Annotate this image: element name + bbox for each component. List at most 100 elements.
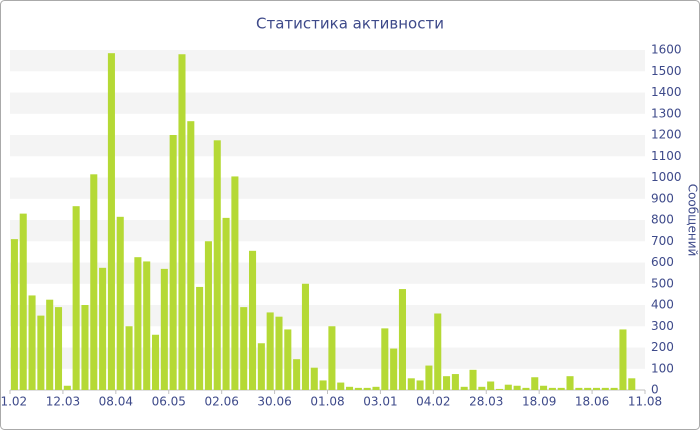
bar [257,343,265,390]
bar [46,299,54,390]
bar [293,359,301,390]
x-tick-label: 18.09 [522,395,556,409]
bar [284,329,292,390]
bar [116,216,124,390]
bar [460,386,468,390]
y-axis-label: Сообщений [686,184,700,257]
bar [319,380,327,390]
bar [178,54,186,390]
bar [398,289,406,390]
y-tick-label: 400 [651,298,674,312]
bar [548,387,556,390]
x-tick-label: 12.03 [46,395,80,409]
bar [337,382,345,390]
bar [28,295,36,390]
x-tick-label: 08.04 [99,395,133,409]
bar [160,268,168,390]
bar [363,387,371,390]
grid-band [10,50,645,72]
bar [125,326,133,390]
y-tick-label: 900 [651,191,674,205]
bar [584,387,592,390]
y-tick-label: 500 [651,276,674,290]
y-tick-label: 300 [651,319,674,333]
bar [469,369,477,390]
y-tick-label: 800 [651,213,674,227]
bar [231,176,239,390]
bar [222,217,230,390]
bar [443,376,451,390]
bar [169,135,177,390]
bar [372,386,380,390]
bar [19,213,27,390]
bar [628,378,636,390]
y-tick-label: 600 [651,255,674,269]
bar [495,388,504,390]
y-tick-label: 1100 [651,149,682,163]
bar [557,387,565,390]
bar [354,387,362,390]
grid-band [10,135,645,157]
bar [513,385,521,390]
y-tick-label: 1300 [651,106,682,120]
bar [407,378,415,390]
bar [72,206,80,390]
bar [107,53,115,390]
bar [301,283,309,390]
bar [346,386,354,390]
bar [478,386,486,390]
grid-band [10,262,645,284]
y-tick-label: 1400 [651,85,682,99]
grid-band [10,347,645,369]
y-tick-label: 700 [651,234,674,248]
bar [601,387,609,390]
bar [592,387,601,390]
x-tick-label: 18.06 [575,395,609,409]
bar [504,384,512,390]
bar [187,121,195,390]
x-tick-label: 06.05 [152,395,186,409]
bar [575,387,583,390]
bar [522,387,530,390]
grid-band [10,177,645,199]
y-tick-label: 1000 [651,170,682,184]
bar [249,250,257,390]
grid-band [10,92,645,114]
bar [310,367,318,390]
bar [90,174,98,390]
bar [81,305,89,390]
bar [10,239,18,390]
y-tick-label: 0 [651,383,659,397]
y-tick-label: 1500 [651,64,682,78]
bar [143,261,151,390]
x-tick-label: 03.01 [363,395,397,409]
x-tick-label: 30.06 [257,395,291,409]
bar [99,267,107,390]
bar [610,387,618,390]
bar [134,257,142,390]
bar [487,381,495,390]
x-tick-label: 11.02 [0,395,27,409]
x-tick-label: 11.08 [628,395,662,409]
bar [416,380,424,390]
grid-band [10,220,645,242]
bar [531,377,539,390]
bar [266,312,274,390]
grid-band [10,305,645,327]
bar [390,348,398,390]
bar [240,307,248,390]
bar [275,316,283,390]
bar [54,307,63,390]
y-tick-label: 100 [651,361,674,375]
bar [328,326,336,390]
bar [434,313,442,390]
x-tick-label: 02.06 [204,395,238,409]
bar [63,385,71,390]
bar [566,376,574,390]
y-tick-label: 200 [651,340,674,354]
y-tick-label: 1200 [651,128,682,142]
bar [451,374,459,390]
x-tick-label: 04.02 [416,395,450,409]
y-tick-label: 1600 [651,43,682,57]
bar [425,365,433,390]
